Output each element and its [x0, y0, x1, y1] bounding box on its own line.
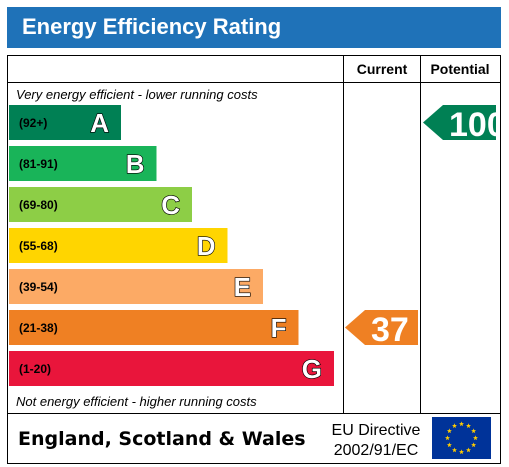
current-column-header: Current [357, 61, 408, 77]
eu-star-icon [452, 423, 457, 428]
eu-star-icon [446, 442, 452, 448]
band-range-e: (39-54) [19, 280, 58, 294]
eu-star-icon [466, 447, 471, 453]
potential-rating-marker: 100 [423, 105, 506, 144]
band-range-b: (81-91) [19, 157, 58, 171]
band-c [9, 187, 192, 222]
band-letter-f: F [271, 313, 287, 343]
band-letter-b: B [126, 149, 145, 179]
band-b [9, 146, 157, 181]
band-range-a: (92+) [19, 116, 47, 130]
footer-region: England, Scotland & Wales [18, 428, 306, 450]
eu-star-icon [459, 421, 464, 427]
bottom-caption: Not energy efficient - higher running co… [16, 394, 257, 409]
eu-star-icon [471, 428, 477, 434]
band-d [9, 228, 228, 263]
band-a [9, 105, 121, 140]
band-range-d: (55-68) [19, 239, 58, 253]
band-range-g: (1-20) [19, 362, 51, 376]
rating-bands: (92+) A (81-91) B (69-80) C (55-68) D (39-54) E (2… [9, 105, 334, 386]
eu-star-icon [473, 435, 478, 441]
page-title: Energy Efficiency Rating [22, 14, 282, 39]
band-letter-e: E [234, 272, 251, 302]
eu-star-icon [446, 428, 452, 434]
rating-markers: 37 100 [345, 105, 506, 349]
potential-column-header: Potential [430, 61, 489, 77]
band-letter-d: D [197, 231, 216, 261]
band-range-f: (21-38) [19, 321, 58, 335]
band-g [9, 351, 334, 386]
top-caption: Very energy efficient - lower running co… [16, 87, 258, 102]
eu-star-icon [445, 435, 450, 441]
current-rating-arrow [345, 310, 418, 345]
eu-directive-line2: 2002/91/EC [334, 442, 419, 459]
potential-rating-arrow [423, 105, 496, 140]
eu-star-icon [471, 442, 477, 448]
current-rating-marker: 37 [345, 310, 418, 349]
potential-rating-value: 100 [449, 106, 506, 144]
footer-frame [7, 413, 501, 464]
band-e [9, 269, 263, 304]
band-range-c: (69-80) [19, 198, 58, 212]
band-letter-g: G [302, 354, 322, 384]
band-letter-a: A [90, 108, 109, 138]
eu-flag-stars [445, 421, 478, 455]
eu-star-icon [466, 423, 471, 428]
band-letter-c: C [161, 190, 180, 220]
eu-directive-line1: EU Directive [332, 422, 421, 439]
eu-star-icon [459, 449, 464, 455]
current-rating-value: 37 [371, 311, 409, 349]
header-bar: Energy Efficiency Rating [7, 7, 501, 48]
band-f [9, 310, 299, 345]
eu-star-icon [452, 447, 457, 453]
